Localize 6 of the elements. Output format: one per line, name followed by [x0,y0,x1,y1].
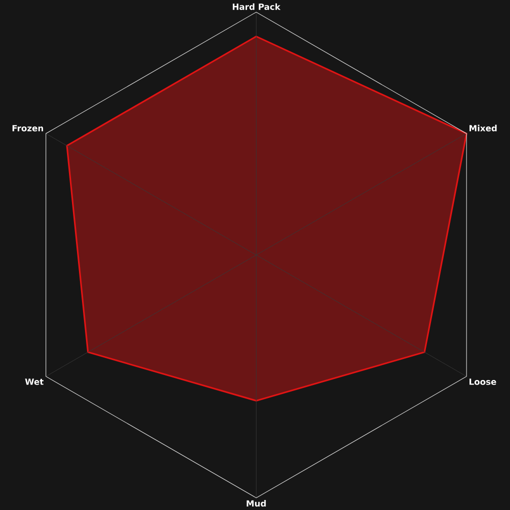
spoke-label: Loose [470,378,496,385]
spoke-label: Mud [246,500,266,507]
spoke-label: Hard Pack [232,3,281,10]
spoke-label: Frozen [12,125,44,132]
spoke-label: Wet [25,378,44,385]
spoke-label: Mixed [470,124,497,132]
